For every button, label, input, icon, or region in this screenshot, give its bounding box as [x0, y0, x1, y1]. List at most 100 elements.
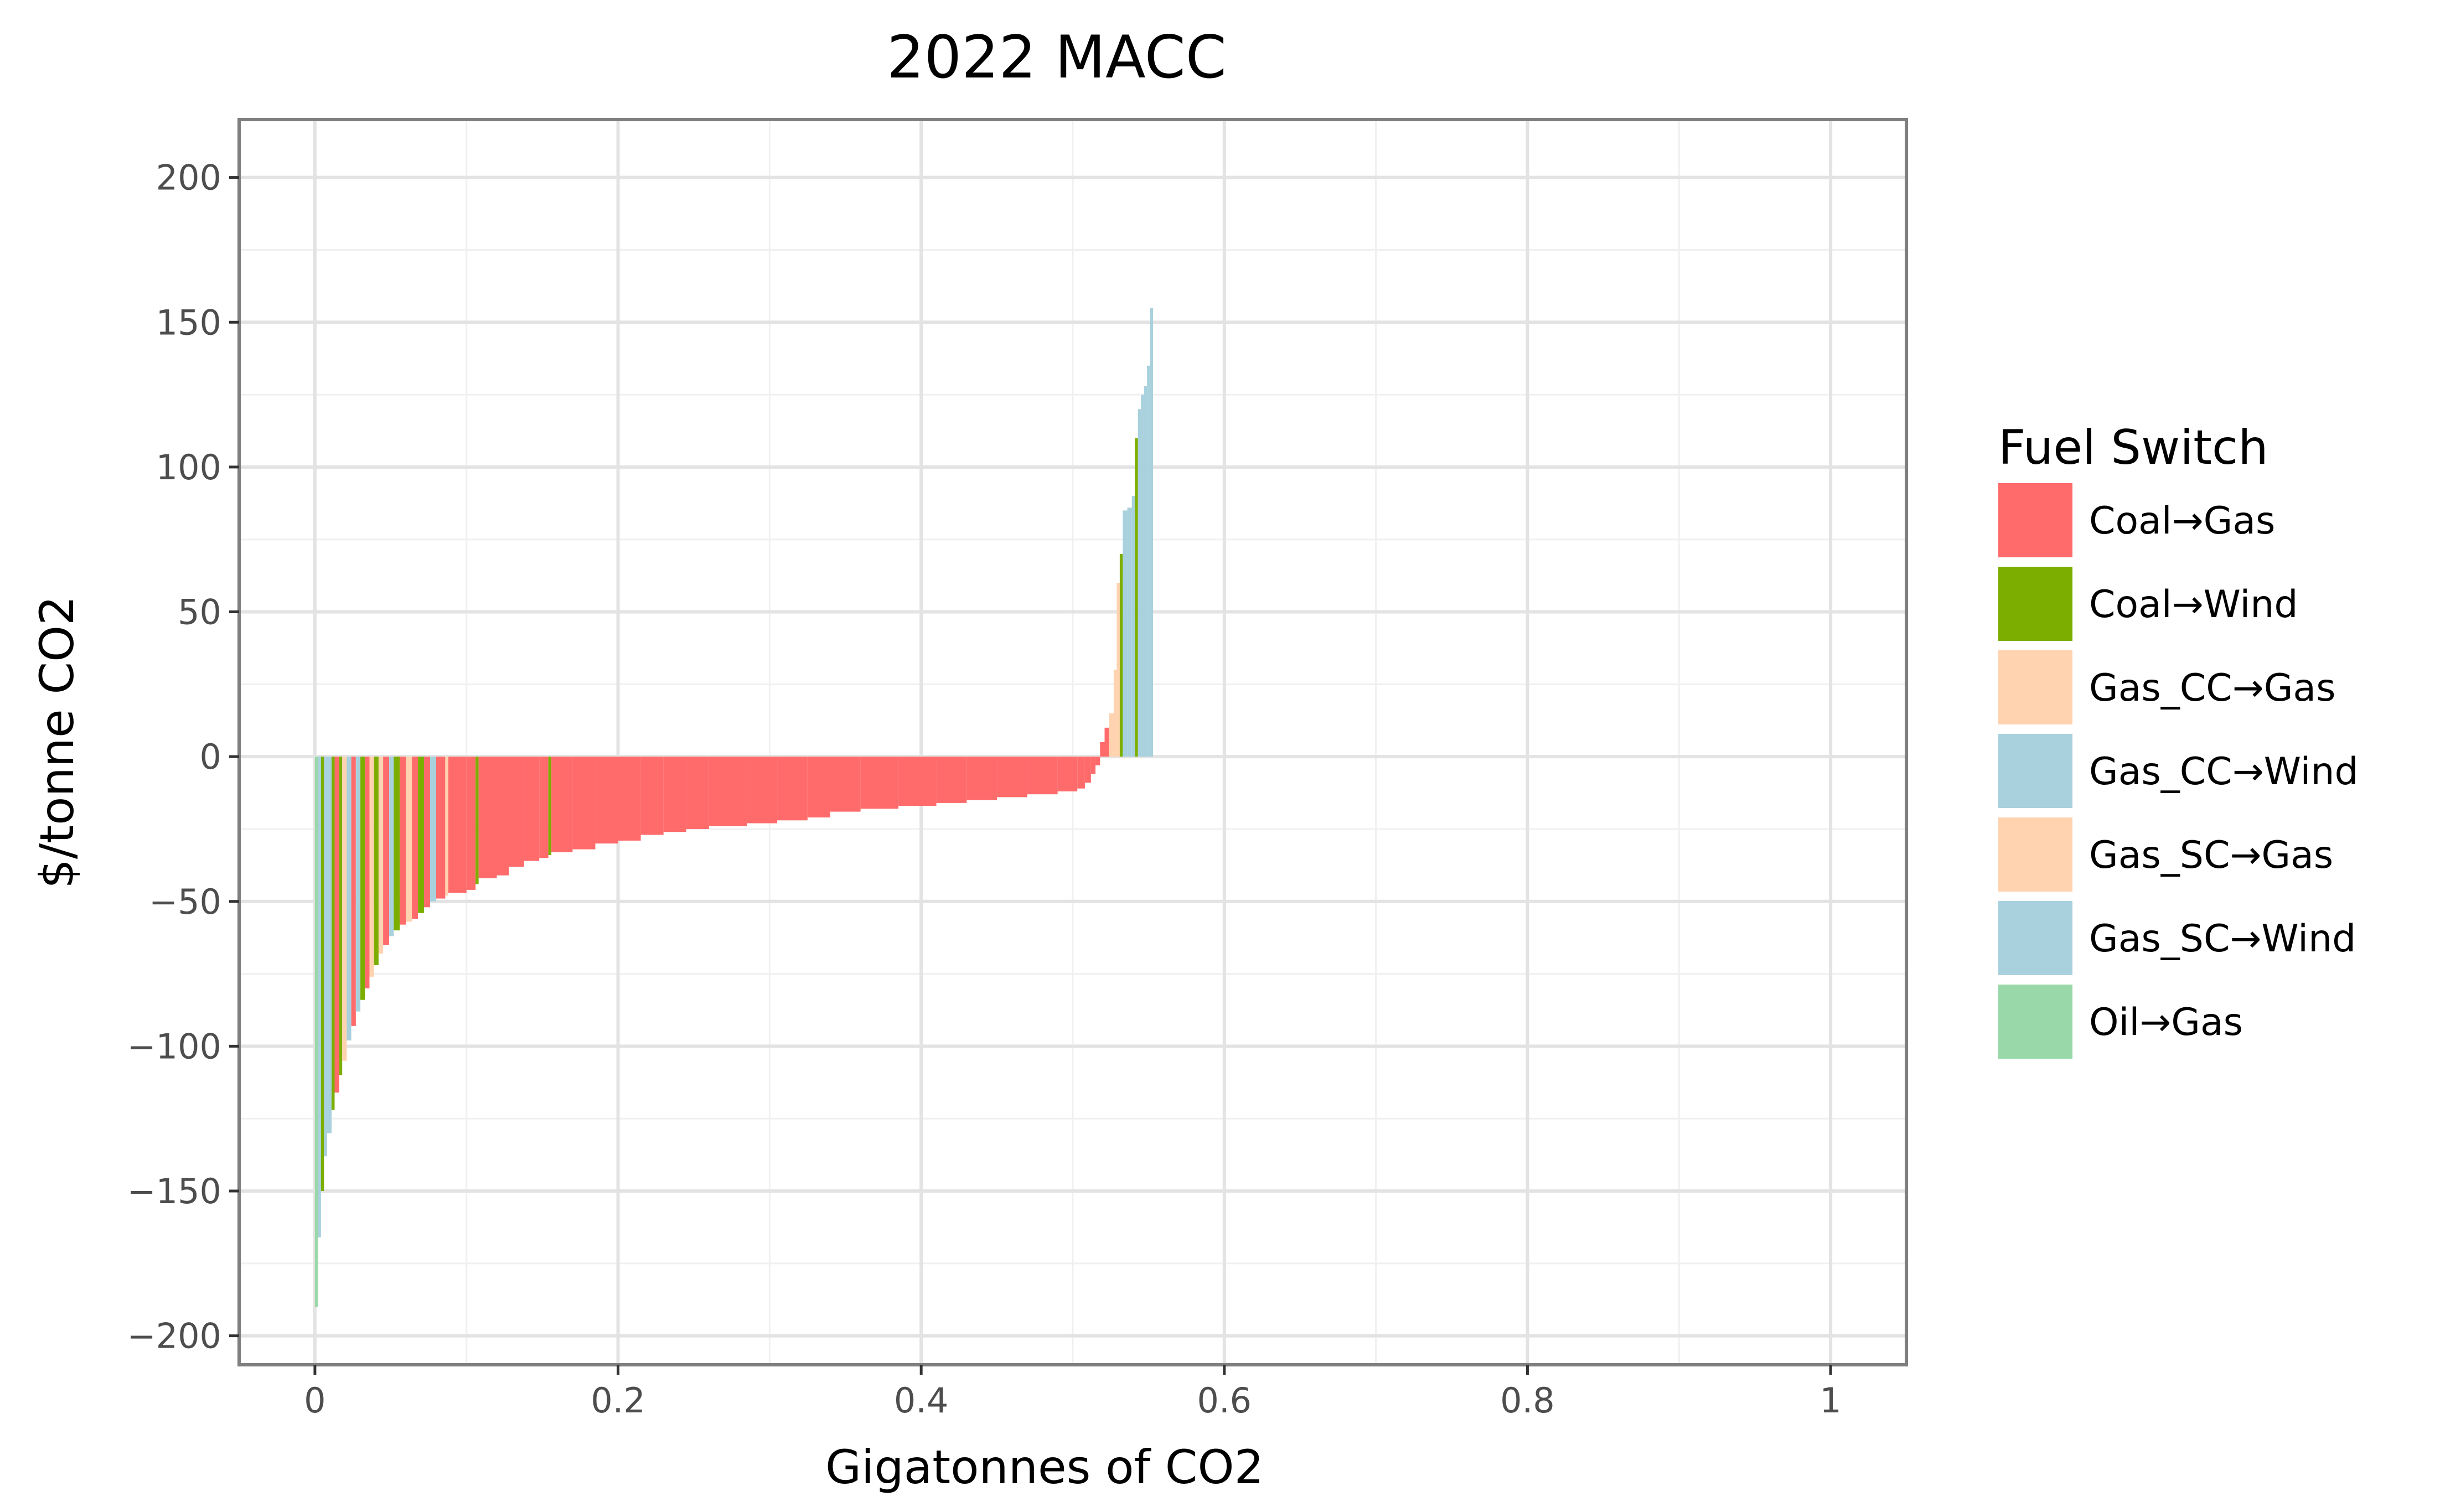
macc-bar: [365, 757, 370, 988]
macc-bar: [997, 757, 1027, 798]
macc-bar: [1116, 583, 1120, 757]
y-tick-label: −50: [149, 882, 221, 922]
macc-bar: [548, 757, 552, 856]
macc-bar: [830, 757, 861, 812]
macc-bar: [539, 757, 549, 858]
macc-bar: [383, 757, 390, 945]
macc-bar: [1113, 670, 1117, 757]
x-tick-label: 0.4: [894, 1380, 949, 1421]
macc-bar: [966, 757, 997, 800]
macc-bar: [1147, 365, 1150, 757]
macc-bar: [360, 757, 365, 1000]
macc-bar: [369, 757, 374, 977]
macc-bar: [1135, 438, 1138, 757]
macc-bar: [314, 757, 318, 1307]
legend-label: Coal→Gas: [2089, 499, 2275, 543]
legend: Fuel Switch Coal→Gas Coal→Wind Gas_CC→Gas G…: [1998, 420, 2359, 1059]
x-tick-label: 0.6: [1197, 1380, 1252, 1421]
y-tick-label: −150: [127, 1171, 221, 1211]
macc-bar: [424, 757, 431, 908]
macc-bar: [747, 757, 778, 824]
macc-bar: [448, 757, 467, 893]
macc-bar: [436, 757, 446, 899]
macc-bar: [475, 757, 479, 884]
macc-bar: [1057, 757, 1078, 791]
macc-bar: [551, 757, 573, 852]
legend-label: Gas_CC→Wind: [2089, 750, 2359, 794]
macc-bar: [1127, 508, 1132, 757]
macc-bar: [572, 757, 596, 850]
macc-bar: [332, 757, 335, 1110]
macc-bar: [339, 757, 343, 1075]
legend-key: [1998, 650, 2072, 724]
macc-bar: [860, 757, 899, 809]
macc-bar: [709, 757, 747, 826]
macc-bar: [640, 757, 664, 835]
macc-bar: [1138, 409, 1141, 757]
legend-label: Gas_SC→Gas: [2089, 833, 2333, 877]
macc-bar: [777, 757, 808, 821]
legend-key: [1998, 901, 2072, 975]
macc-bar: [1104, 727, 1109, 757]
y-tick-label: 50: [178, 592, 221, 633]
macc-bar: [898, 757, 937, 806]
legend-label: Gas_SC→Wind: [2089, 917, 2356, 961]
y-tick-label: 150: [156, 302, 221, 343]
macc-bar: [318, 757, 321, 1237]
macc-bar: [406, 757, 412, 922]
y-tick-label: −100: [127, 1026, 221, 1066]
y-tick-label: 200: [156, 158, 221, 198]
macc-bar: [1131, 496, 1135, 757]
macc-bar: [663, 757, 686, 832]
macc-bar: [618, 757, 641, 841]
legend-title: Fuel Switch: [1998, 420, 2268, 475]
legend-label: Oil→Gas: [2089, 1001, 2243, 1044]
gridlines: [239, 120, 1906, 1365]
macc-bar: [1084, 757, 1091, 783]
macc-bar: [389, 757, 394, 936]
macc-bar: [466, 757, 476, 890]
macc-bar: [807, 757, 830, 818]
macc-bar: [1090, 757, 1096, 774]
macc-bar: [478, 757, 497, 878]
y-axis-title: $/tonne CO2: [30, 596, 84, 888]
plot-border: [237, 118, 1908, 1366]
macc-bar: [394, 757, 400, 931]
macc-bar: [686, 757, 709, 829]
macc-bar: [1144, 386, 1147, 757]
macc-bar: [1141, 395, 1144, 757]
bars-group: [314, 308, 1154, 1307]
macc-bar: [400, 757, 406, 925]
x-tick-label: 1: [1819, 1380, 1841, 1421]
macc-bar: [497, 757, 509, 876]
macc-bar: [342, 757, 347, 1061]
macc-bar: [1100, 742, 1105, 757]
macc-bar: [936, 757, 967, 803]
x-axis: 0 0.2 0.4 0.6 0.8 1: [304, 1365, 1842, 1421]
y-tick-label: 100: [156, 447, 221, 488]
macc-bar: [1027, 757, 1058, 795]
macc-bar: [355, 757, 361, 1012]
macc-bar: [418, 757, 425, 913]
x-tick-label: 0: [304, 1380, 325, 1421]
legend-key: [1998, 985, 2072, 1059]
y-tick-label: −200: [127, 1316, 221, 1356]
macc-bar: [1150, 308, 1154, 757]
macc-bar: [1109, 713, 1114, 757]
macc-bar: [509, 757, 524, 867]
y-tick-label: 0: [200, 737, 221, 777]
macc-bar: [347, 757, 351, 1040]
macc-bar: [374, 757, 379, 965]
x-tick-label: 0.8: [1500, 1380, 1555, 1421]
legend-label: Coal→Wind: [2089, 583, 2298, 626]
chart-title: 2022 MACC: [887, 23, 1227, 91]
macc-bar: [327, 757, 332, 1133]
macc-bar: [1123, 510, 1128, 757]
macc-bar: [1077, 757, 1085, 789]
macc-bar: [1119, 553, 1123, 757]
legend-key: [1998, 483, 2072, 557]
macc-bar: [524, 757, 540, 861]
macc-bar: [595, 757, 618, 844]
legend-key: [1998, 734, 2072, 808]
